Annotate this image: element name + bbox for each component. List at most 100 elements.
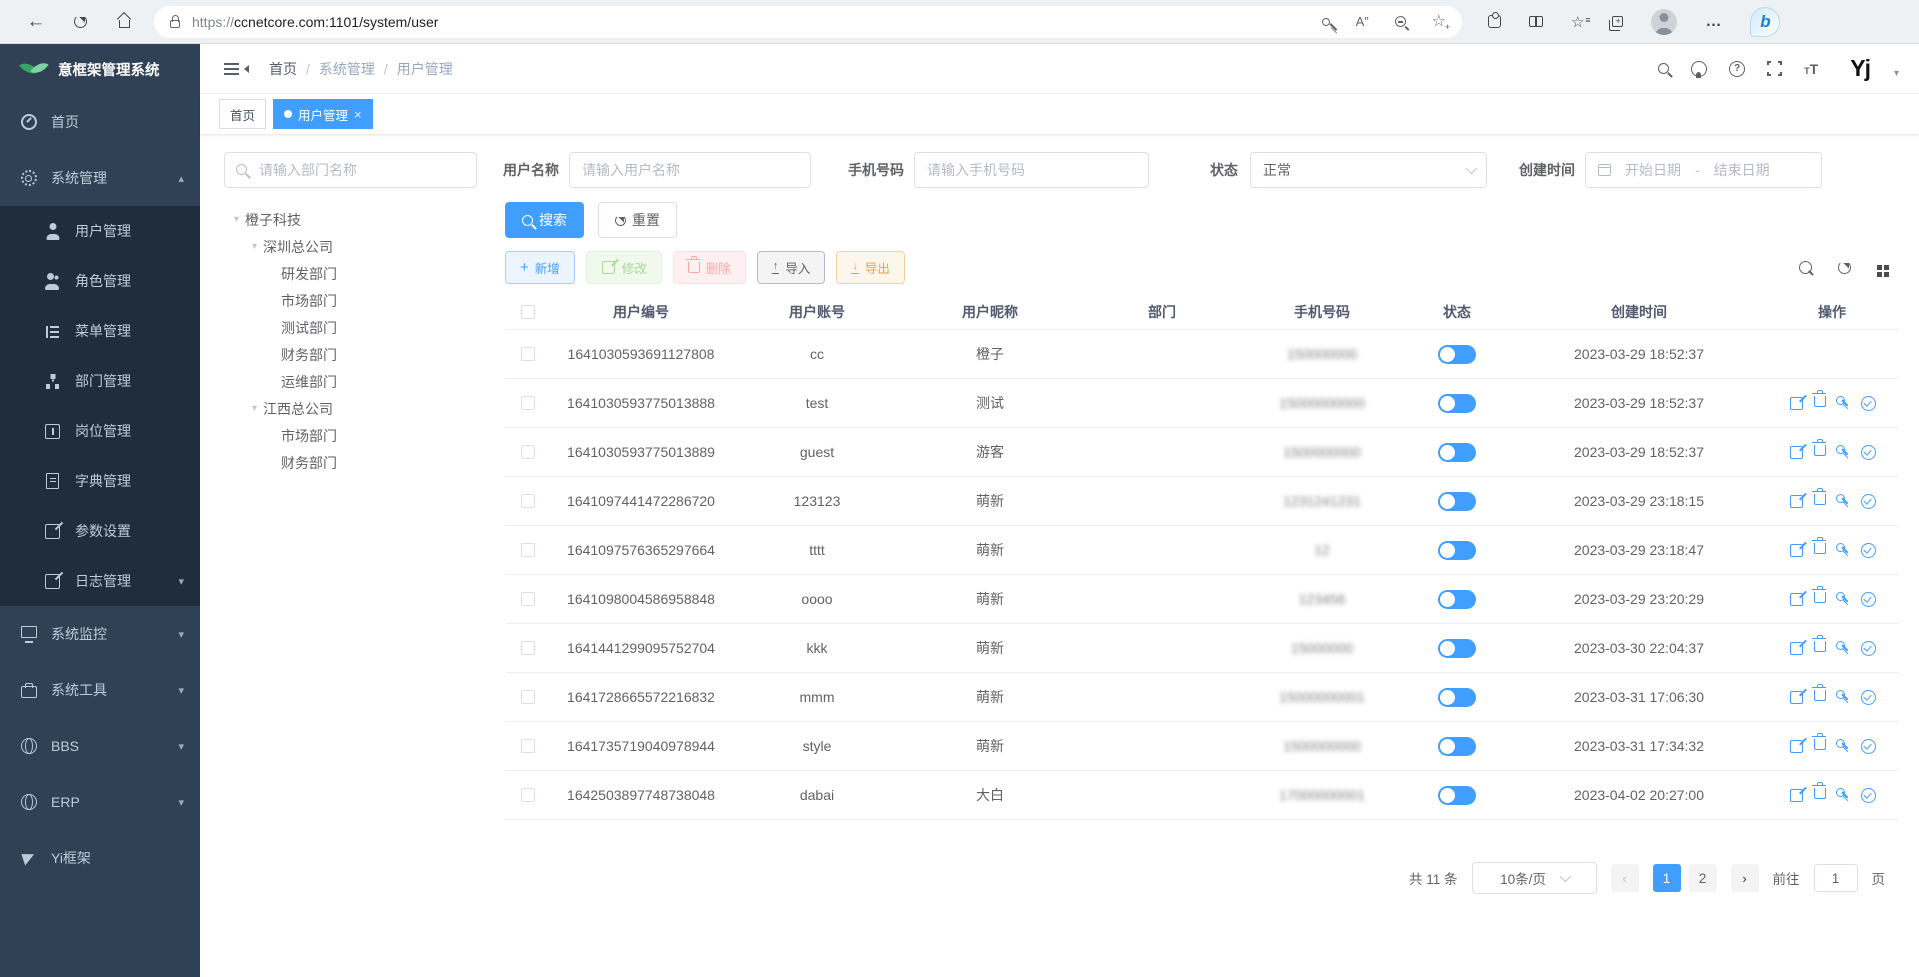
reset-password-key-icon[interactable] [1835,542,1851,558]
browser-home-icon[interactable] [109,7,139,37]
favorites-bar-icon[interactable]: ☆ [1571,13,1591,31]
breadcrumb-item[interactable]: 系统管理 [297,59,375,79]
reset-password-key-icon[interactable] [1835,493,1851,509]
assign-role-check-icon[interactable] [1861,592,1876,607]
reset-password-key-icon[interactable] [1835,591,1851,607]
tree-node[interactable]: ▾ 市场部门 [224,287,477,314]
tree-node[interactable]: ▾ 运维部门 [224,368,477,395]
status-toggle[interactable] [1438,687,1476,707]
status-select[interactable]: 正常 [1250,152,1487,188]
profile-avatar[interactable] [1651,8,1678,35]
key-icon[interactable] [1321,17,1330,26]
status-toggle[interactable] [1438,442,1476,462]
delete-user-icon[interactable] [1811,389,1826,407]
edit-user-icon[interactable] [1789,396,1804,411]
tree-caret-icon[interactable]: ▾ [252,403,258,414]
row-checkbox[interactable] [521,739,535,753]
assign-role-check-icon[interactable] [1861,543,1876,558]
page-size-select[interactable]: 10条/页 [1471,862,1597,894]
refresh-table-icon[interactable] [1838,261,1851,274]
status-toggle[interactable] [1438,491,1476,511]
prev-page-button[interactable]: ‹ [1610,864,1639,892]
sidebar-item-erp[interactable]: ERP ▾ [0,774,200,830]
next-page-button[interactable]: › [1730,864,1759,892]
delete-user-icon[interactable] [1811,732,1826,750]
row-checkbox[interactable] [521,494,535,508]
search-button[interactable]: 搜索 [505,202,584,238]
tree-node[interactable]: ▾ 财务部门 [224,449,477,476]
assign-role-check-icon[interactable] [1861,690,1876,705]
status-toggle[interactable] [1438,344,1476,364]
grid-columns-icon[interactable] [1877,265,1882,270]
status-toggle[interactable] [1438,736,1476,756]
assign-role-check-icon[interactable] [1861,641,1876,656]
row-checkbox[interactable] [521,445,535,459]
sidebar-item-logs[interactable]: 日志管理 ▾ [0,556,200,606]
export-button[interactable]: ↓ 导出 [836,251,905,284]
edit-user-icon[interactable] [1789,739,1804,754]
read-aloud-icon[interactable]: A” [1355,14,1369,29]
tree-node[interactable]: ▾ 深圳总公司 [224,233,477,260]
browser-refresh-icon[interactable] [65,7,95,37]
browser-back-icon[interactable]: ← [26,11,46,32]
sidebar-item-bbs[interactable]: BBS ▾ [0,718,200,774]
tree-node[interactable]: ▾ 市场部门 [224,422,477,449]
assign-role-check-icon[interactable] [1861,739,1876,754]
sidebar-item-menus[interactable]: 菜单管理 [0,306,200,356]
status-toggle[interactable] [1438,638,1476,658]
tree-caret-icon[interactable]: ▾ [234,214,240,225]
date-range-picker[interactable]: 开始日期 - 结束日期 [1585,152,1822,188]
tab[interactable]: 首页 [219,99,267,129]
goto-page-input[interactable] [1813,864,1858,892]
breadcrumb-item[interactable]: 首页 [269,60,297,77]
row-checkbox[interactable] [521,543,535,557]
avatar-caret-icon[interactable]: ▾ [1893,68,1899,79]
sidebar-item-posts[interactable]: 岗位管理 [0,406,200,456]
zoom-out-icon[interactable] [1394,16,1406,27]
delete-user-icon[interactable] [1811,781,1826,799]
bing-chat-icon[interactable]: b [1750,6,1781,37]
row-checkbox[interactable] [521,592,535,606]
status-toggle[interactable] [1438,589,1476,609]
sidebar-item-dictionary[interactable]: 字典管理 [0,456,200,506]
tree-node[interactable]: ▾ 测试部门 [224,314,477,341]
tree-node[interactable]: ▾ 财务部门 [224,341,477,368]
tree-node[interactable]: ▾ 研发部门 [224,260,477,287]
font-size-icon[interactable] [1804,61,1818,77]
address-bar[interactable]: https://ccnetcore.com:1101/system/user A… [154,5,1462,38]
assign-role-check-icon[interactable] [1861,396,1876,411]
sidebar-item-system[interactable]: 系统管理 ▴ [0,150,200,206]
show-search-icon[interactable] [1799,261,1812,274]
tree-node[interactable]: ▾ 橙子科技 [224,206,477,233]
dept-search-input[interactable] [224,152,477,188]
sidebar-item-roles[interactable]: 角色管理 [0,256,200,306]
assign-role-check-icon[interactable] [1861,494,1876,509]
breadcrumb-item[interactable]: 用户管理 [375,59,453,79]
reset-password-key-icon[interactable] [1835,444,1851,460]
sidebar-item-users[interactable]: 用户管理 [0,206,200,256]
add-button[interactable]: 新增 [505,251,575,284]
tree-node[interactable]: ▾ 江西总公司 [224,395,477,422]
edit-user-icon[interactable] [1789,494,1804,509]
edit-user-icon[interactable] [1789,641,1804,656]
import-button[interactable]: ↑ 导入 [756,251,826,284]
reset-password-key-icon[interactable] [1835,395,1851,411]
row-checkbox[interactable] [521,788,535,802]
edit-user-icon[interactable] [1789,788,1804,803]
assign-role-check-icon[interactable] [1861,788,1876,803]
user-avatar-logo[interactable]: Yj [1850,55,1871,81]
tree-caret-icon[interactable]: ▾ [252,241,258,252]
status-toggle[interactable] [1438,540,1476,560]
extensions-icon[interactable] [1488,12,1501,28]
split-screen-icon[interactable] [1529,16,1543,27]
collapse-sidebar-icon[interactable] [224,62,249,73]
close-icon[interactable]: × [354,106,362,122]
status-toggle[interactable] [1438,785,1476,805]
delete-user-icon[interactable] [1811,585,1826,603]
sidebar-item-monitor[interactable]: 系统监控 ▾ [0,606,200,662]
assign-role-check-icon[interactable] [1861,445,1876,460]
delete-user-icon[interactable] [1811,683,1826,701]
sidebar-item-home[interactable]: 首页 [0,94,200,150]
page-number-button[interactable]: 2 [1688,864,1717,892]
sidebar-item-departments[interactable]: 部门管理 [0,356,200,406]
